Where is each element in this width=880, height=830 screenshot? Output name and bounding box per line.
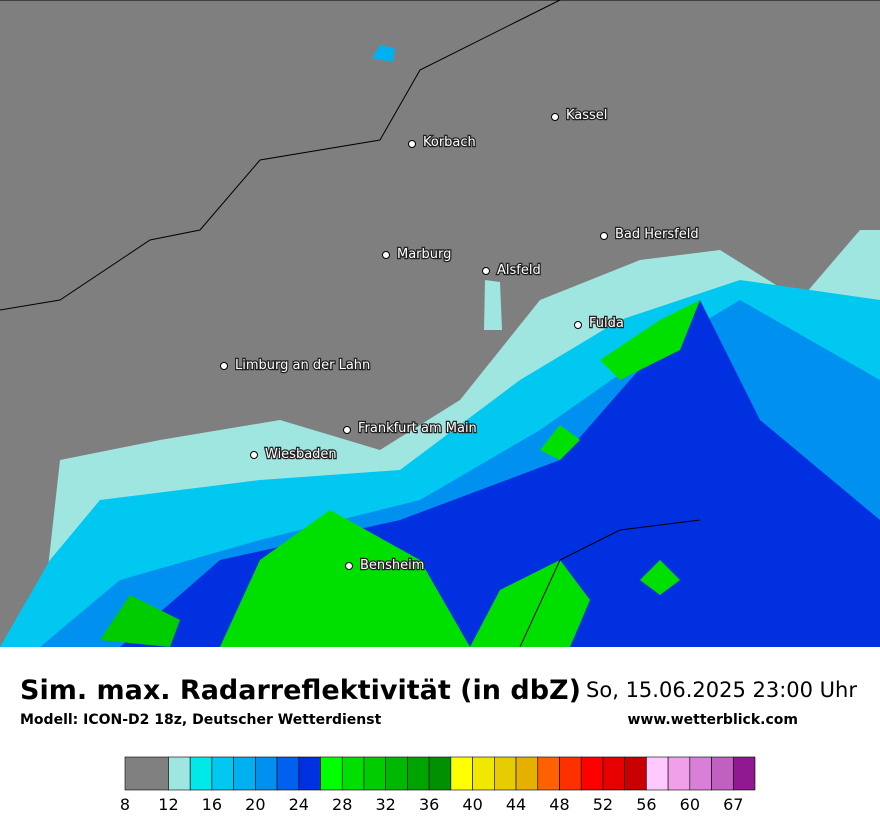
colorbar-box bbox=[515, 756, 539, 791]
colorbar-box bbox=[450, 756, 473, 791]
subtitle: Modell: ICON-D2 18z, Deutscher Wetterdie… bbox=[20, 712, 382, 728]
colorbar-box bbox=[689, 756, 712, 791]
colorbar-tick-label: 52 bbox=[593, 795, 613, 814]
colorbar-tick-label: 24 bbox=[289, 795, 309, 814]
colorbar-box bbox=[407, 756, 430, 791]
city-labels: Kassel Korbach Bad Hersfeld Marburg Alsf… bbox=[220, 107, 700, 574]
website: www.wetterblick.com bbox=[628, 712, 799, 728]
colorbar-tick-label: 60 bbox=[680, 795, 700, 814]
colorbar-box bbox=[233, 756, 256, 791]
colorbar-box bbox=[363, 756, 386, 791]
colorbar-tick-label: 40 bbox=[462, 795, 482, 814]
city-label: Kassel bbox=[566, 108, 607, 123]
colorbar-box bbox=[428, 756, 452, 791]
colorbar-tick-label: 36 bbox=[419, 795, 439, 814]
city-label: Wiesbaden bbox=[265, 447, 337, 462]
colorbar-box bbox=[320, 756, 343, 791]
city-label: Bad Hersfeld bbox=[615, 227, 699, 242]
colorbar-box bbox=[341, 756, 365, 791]
colorbar-box bbox=[494, 756, 517, 791]
colorbar-tick-label: 12 bbox=[158, 795, 178, 814]
colorbar-box bbox=[255, 756, 278, 791]
colorbar-box bbox=[211, 756, 234, 791]
title: Sim. max. Radarreflektivität (in dbZ) bbox=[20, 675, 581, 706]
colorbar-box bbox=[580, 756, 604, 791]
colorbar: 8 12 16 20 24 28 32 36 40 44 48 52 56 60 67 bbox=[120, 756, 756, 814]
city-label: Fulda bbox=[589, 316, 624, 331]
colorbar-tick-label: 48 bbox=[549, 795, 569, 814]
colorbar-box bbox=[168, 756, 191, 791]
city-label: Alsfeld bbox=[497, 263, 541, 278]
city-label: Marburg bbox=[397, 247, 451, 262]
colorbar-tick-label: 32 bbox=[376, 795, 396, 814]
colorbar-box bbox=[559, 756, 582, 791]
colorbar-box bbox=[124, 756, 169, 791]
colorbar-box bbox=[537, 756, 560, 791]
map bbox=[0, 0, 880, 648]
datetime: So, 15.06.2025 23:00 Uhr bbox=[586, 678, 857, 702]
city-label: Bensheim bbox=[360, 558, 424, 573]
colorbar-box bbox=[189, 756, 213, 791]
colorbar-box bbox=[298, 756, 321, 791]
colorbar-tick-label: 8 bbox=[120, 795, 130, 814]
colorbar-box bbox=[646, 756, 669, 791]
city-label: Frankfurt am Main bbox=[358, 421, 477, 436]
colorbar-tick-label: 67 bbox=[723, 795, 743, 814]
colorbar-box bbox=[276, 756, 300, 791]
colorbar-tick-label: 16 bbox=[202, 795, 222, 814]
colorbar-tick-label: 28 bbox=[332, 795, 352, 814]
colorbar-box bbox=[602, 756, 625, 791]
colorbar-box bbox=[732, 756, 756, 791]
colorbar-box bbox=[624, 756, 647, 791]
colorbar-tick-label: 56 bbox=[636, 795, 656, 814]
colorbar-box bbox=[472, 756, 495, 791]
city-label: Korbach bbox=[423, 135, 476, 150]
colorbar-box bbox=[667, 756, 691, 791]
colorbar-tick-label: 20 bbox=[245, 795, 265, 814]
colorbar-box bbox=[385, 756, 408, 791]
colorbar-box bbox=[711, 756, 734, 791]
colorbar-tick-label: 44 bbox=[506, 795, 526, 814]
city-label: Limburg an der Lahn bbox=[235, 358, 370, 373]
